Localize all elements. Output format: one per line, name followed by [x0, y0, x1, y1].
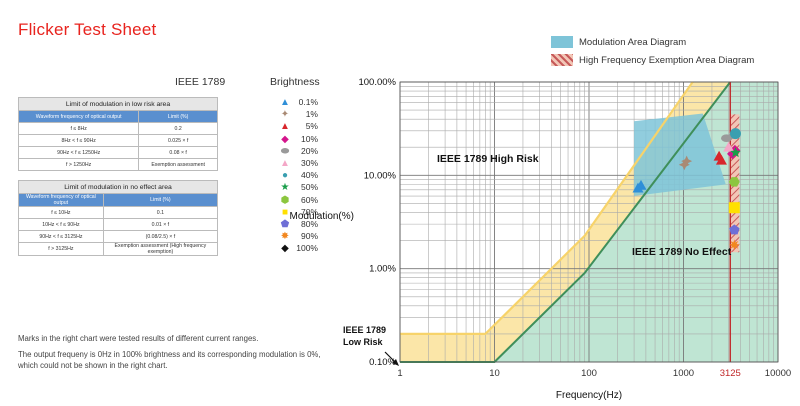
- table-caption: Limit of modulation in no effect area: [18, 180, 218, 194]
- brightness-item: ■ 70%: [278, 206, 318, 218]
- square-icon: ■: [281, 206, 289, 218]
- brightness-item: ▲ 30%: [278, 158, 318, 169]
- chart-legend: Modulation Area Diagram High Frequency E…: [551, 36, 754, 72]
- legend-swatch: [551, 54, 573, 67]
- table-row: 90Hz < f ≤ 1250Hz 0.08 × f: [17, 146, 218, 159]
- legend-label: High Frequency Exemption Area Diagram: [579, 55, 755, 66]
- no-effect-limit-table: Limit of modulation in no effect area Wa…: [18, 180, 219, 256]
- brightness-label: 90%: [300, 231, 318, 242]
- x-axis-label: Frequency(Hz): [556, 390, 622, 401]
- data-point: [635, 179, 647, 190]
- plot-border: [399, 81, 779, 363]
- low-risk-label: Low Risk: [343, 337, 384, 347]
- brightness-item: ★ 50%: [278, 182, 318, 194]
- low-risk-arrowhead: [392, 359, 399, 366]
- hexagon-icon: ⬢: [280, 194, 290, 206]
- table-row: 90Hz < f ≤ 3125Hz (0.08/2.5) × f: [18, 230, 219, 243]
- pentagon-icon: ⬟: [280, 219, 290, 230]
- low-risk-limit-line: [400, 81, 694, 336]
- y-axis-label: Modulation(%): [290, 211, 354, 222]
- burst-icon: ✸: [280, 231, 290, 243]
- brightness-item: ✦ 1%: [278, 109, 318, 121]
- brightness-item: ▲ 0.1%: [278, 97, 318, 108]
- brightness-label: 30%: [300, 158, 318, 168]
- y-tick-label: 1.00%: [369, 264, 396, 275]
- data-point: [728, 239, 740, 251]
- brightness-label: 50%: [300, 182, 318, 193]
- brightness-item: ◆ 10%: [278, 133, 318, 145]
- brightness-item: ▲ 5%: [278, 121, 318, 133]
- legend-item: High Frequency Exemption Area Diagram: [551, 54, 754, 72]
- brightness-label: 20%: [300, 145, 318, 156]
- low-risk-label: IEEE 1789: [343, 325, 386, 335]
- data-point: [728, 177, 740, 187]
- brightness-label: 40%: [300, 170, 318, 181]
- brightness-item: ⬬ 20%: [278, 145, 318, 157]
- brightness-label: 0.1%: [298, 97, 318, 107]
- diamond-icon: ◆: [281, 133, 289, 145]
- table-row: f > 3125Hz Exemption assessment (High fr…: [18, 242, 219, 256]
- x-tick-label: 100: [581, 368, 597, 379]
- table-cell: Exemption assessment: [138, 158, 218, 171]
- x-tick-label: 10000: [765, 368, 791, 379]
- table-row: 10Hz < f ≤ 90Hz 0.01 × f: [18, 218, 219, 231]
- brightness-item: ✸ 90%: [278, 231, 318, 243]
- high-risk-label: IEEE 1789 High Risk: [437, 153, 539, 165]
- brightness-item: ⬢ 60%: [278, 194, 318, 206]
- legend-item: Modulation Area Diagram: [551, 36, 754, 54]
- no-effect-label: IEEE 1789 No Effect: [632, 246, 732, 258]
- data-point: [729, 128, 741, 140]
- table-cell: f > 1250Hz: [17, 158, 140, 171]
- table-cell: Exemption assessment (High frequency exe…: [102, 242, 219, 256]
- ieee-heading: IEEE 1789: [175, 76, 226, 88]
- data-point: [728, 202, 740, 214]
- table-row: 8Hz < f ≤ 90Hz 0.025 × f: [17, 134, 218, 147]
- star-icon: ★: [280, 182, 290, 194]
- triangle-icon: ▲: [280, 158, 290, 169]
- y-tick-label: 0.10%: [369, 357, 396, 368]
- notes: Marks in the right chart were tested res…: [18, 333, 338, 376]
- brightness-item: ◆ 100%: [278, 243, 318, 255]
- x-tick-label: 3125: [720, 368, 741, 379]
- table-header: Waveform frequency of optical output: [18, 193, 104, 207]
- data-point: [729, 224, 740, 235]
- circle-icon: ●: [281, 170, 289, 182]
- x-tick-label: 10: [489, 368, 500, 379]
- table-cell: f > 3125Hz: [18, 242, 104, 256]
- brightness-heading: Brightness: [270, 76, 320, 88]
- y-tick-label: 100.00%: [358, 77, 396, 88]
- brightness-label: 10%: [300, 133, 318, 144]
- triangle-icon: ▲: [280, 97, 290, 108]
- x-tick-label: 1000: [673, 368, 694, 379]
- note-text: Marks in the right chart were tested res…: [18, 334, 259, 343]
- brightness-label: 70%: [300, 206, 318, 217]
- brightness-item: ● 40%: [278, 170, 318, 182]
- diamond-icon: ◆: [281, 243, 289, 255]
- brightness-label: 80%: [300, 219, 318, 229]
- data-point: [715, 154, 727, 165]
- table-row: f ≤ 8Hz 0.2: [17, 122, 218, 135]
- brightness-label: 100%: [296, 243, 318, 254]
- data-point: [681, 155, 693, 167]
- ellipse-icon: ⬬: [280, 145, 290, 157]
- legend-swatch: [551, 36, 573, 49]
- y-tick-label: 10.00%: [364, 170, 397, 181]
- table-row: f > 1250Hz Exemption assessment: [17, 158, 218, 171]
- x-tick-label: 1: [397, 368, 402, 379]
- four-point-star-icon: ✦: [280, 109, 290, 121]
- brightness-label: 5%: [305, 121, 318, 132]
- low-risk-limit-table: Limit of modulation in low risk area Wav…: [17, 97, 218, 171]
- page-title: Flicker Test Sheet: [18, 20, 157, 39]
- legend-label: Modulation Area Diagram: [579, 37, 687, 48]
- data-point: [678, 159, 690, 171]
- data-point: [723, 141, 735, 152]
- triangle-icon: ▲: [280, 121, 290, 133]
- brightness-label: 60%: [300, 194, 318, 205]
- brightness-item: ⬟ 80%: [278, 219, 318, 230]
- data-point: [730, 147, 741, 158]
- table-caption: Limit of modulation in low risk area: [18, 97, 218, 111]
- note-text: The output frequeny is 0Hz in 100% brigh…: [18, 350, 321, 370]
- brightness-label: 1%: [305, 109, 318, 120]
